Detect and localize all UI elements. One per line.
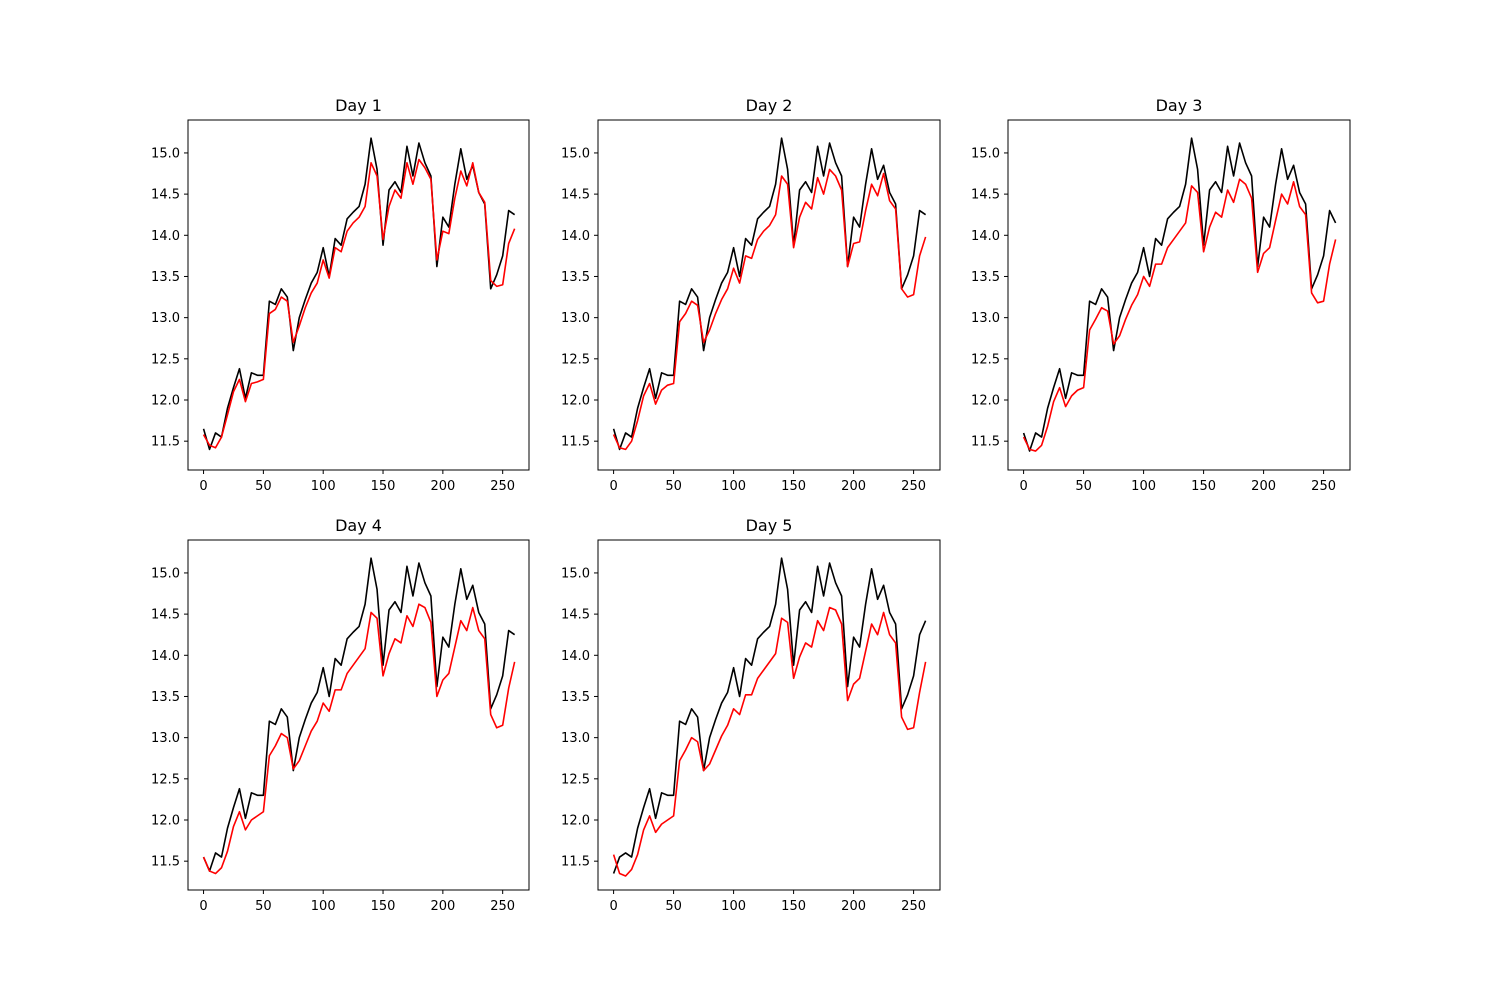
x-tick-label: 0 xyxy=(609,899,617,914)
y-tick-label: 12.5 xyxy=(561,772,590,787)
subplot-title: Day 1 xyxy=(335,96,382,115)
y-tick-label: 15.0 xyxy=(151,146,180,161)
x-tick-label: 50 xyxy=(255,479,272,494)
x-tick-label: 150 xyxy=(781,899,806,914)
x-tick-label: 250 xyxy=(901,479,926,494)
y-tick-label: 14.0 xyxy=(971,229,1000,244)
x-tick-label: 0 xyxy=(199,899,207,914)
x-tick-label: 200 xyxy=(430,479,455,494)
x-tick-label: 250 xyxy=(1311,479,1336,494)
y-tick-label: 14.5 xyxy=(561,188,590,203)
x-tick-label: 250 xyxy=(901,899,926,914)
y-tick-label: 12.5 xyxy=(151,772,180,787)
x-tick-label: 150 xyxy=(781,479,806,494)
x-tick-label: 200 xyxy=(1251,479,1276,494)
y-tick-label: 12.0 xyxy=(561,814,590,829)
subplot-title: Day 3 xyxy=(1156,96,1203,115)
x-tick-label: 250 xyxy=(490,479,515,494)
y-tick-label: 14.0 xyxy=(561,229,590,244)
x-tick-label: 0 xyxy=(609,479,617,494)
y-tick-label: 11.5 xyxy=(151,855,180,870)
y-tick-label: 13.5 xyxy=(151,690,180,705)
y-tick-label: 14.0 xyxy=(151,649,180,664)
y-tick-label: 15.0 xyxy=(561,146,590,161)
y-tick-label: 12.0 xyxy=(971,394,1000,409)
y-tick-label: 14.5 xyxy=(151,608,180,623)
y-tick-label: 13.0 xyxy=(561,311,590,326)
x-tick-label: 200 xyxy=(841,479,866,494)
x-tick-label: 100 xyxy=(1131,479,1156,494)
y-tick-label: 11.5 xyxy=(971,435,1000,450)
x-tick-label: 200 xyxy=(841,899,866,914)
y-tick-label: 13.5 xyxy=(561,690,590,705)
y-tick-label: 12.5 xyxy=(561,352,590,367)
y-tick-label: 12.0 xyxy=(561,394,590,409)
subplot-title: Day 2 xyxy=(746,96,793,115)
x-tick-label: 0 xyxy=(1019,479,1027,494)
x-tick-label: 100 xyxy=(721,479,746,494)
y-tick-label: 14.5 xyxy=(971,188,1000,203)
y-tick-label: 13.5 xyxy=(151,270,180,285)
subplot-title: Day 5 xyxy=(746,516,793,535)
x-tick-label: 0 xyxy=(199,479,207,494)
y-tick-label: 11.5 xyxy=(561,855,590,870)
y-tick-label: 13.0 xyxy=(151,311,180,326)
x-tick-label: 150 xyxy=(1191,479,1216,494)
y-tick-label: 13.0 xyxy=(151,731,180,746)
subplot-title: Day 4 xyxy=(335,516,382,535)
x-tick-label: 50 xyxy=(255,899,272,914)
x-tick-label: 100 xyxy=(311,479,336,494)
y-tick-label: 13.0 xyxy=(971,311,1000,326)
y-tick-label: 12.5 xyxy=(971,352,1000,367)
y-tick-label: 11.5 xyxy=(561,435,590,450)
y-tick-label: 13.5 xyxy=(561,270,590,285)
x-tick-label: 200 xyxy=(430,899,455,914)
x-tick-label: 100 xyxy=(311,899,336,914)
y-tick-label: 14.0 xyxy=(561,649,590,664)
x-tick-label: 250 xyxy=(490,899,515,914)
y-tick-label: 15.0 xyxy=(971,146,1000,161)
x-tick-label: 100 xyxy=(721,899,746,914)
y-tick-label: 13.0 xyxy=(561,731,590,746)
y-tick-label: 14.0 xyxy=(151,229,180,244)
x-tick-label: 150 xyxy=(371,899,396,914)
y-tick-label: 12.5 xyxy=(151,352,180,367)
y-tick-label: 12.0 xyxy=(151,394,180,409)
x-tick-label: 50 xyxy=(1075,479,1092,494)
x-tick-label: 50 xyxy=(665,479,682,494)
x-tick-label: 150 xyxy=(371,479,396,494)
y-tick-label: 12.0 xyxy=(151,814,180,829)
y-tick-label: 15.0 xyxy=(151,566,180,581)
y-tick-label: 11.5 xyxy=(151,435,180,450)
y-tick-label: 14.5 xyxy=(561,608,590,623)
y-tick-label: 15.0 xyxy=(561,566,590,581)
x-tick-label: 50 xyxy=(665,899,682,914)
y-tick-label: 14.5 xyxy=(151,188,180,203)
y-tick-label: 13.5 xyxy=(971,270,1000,285)
